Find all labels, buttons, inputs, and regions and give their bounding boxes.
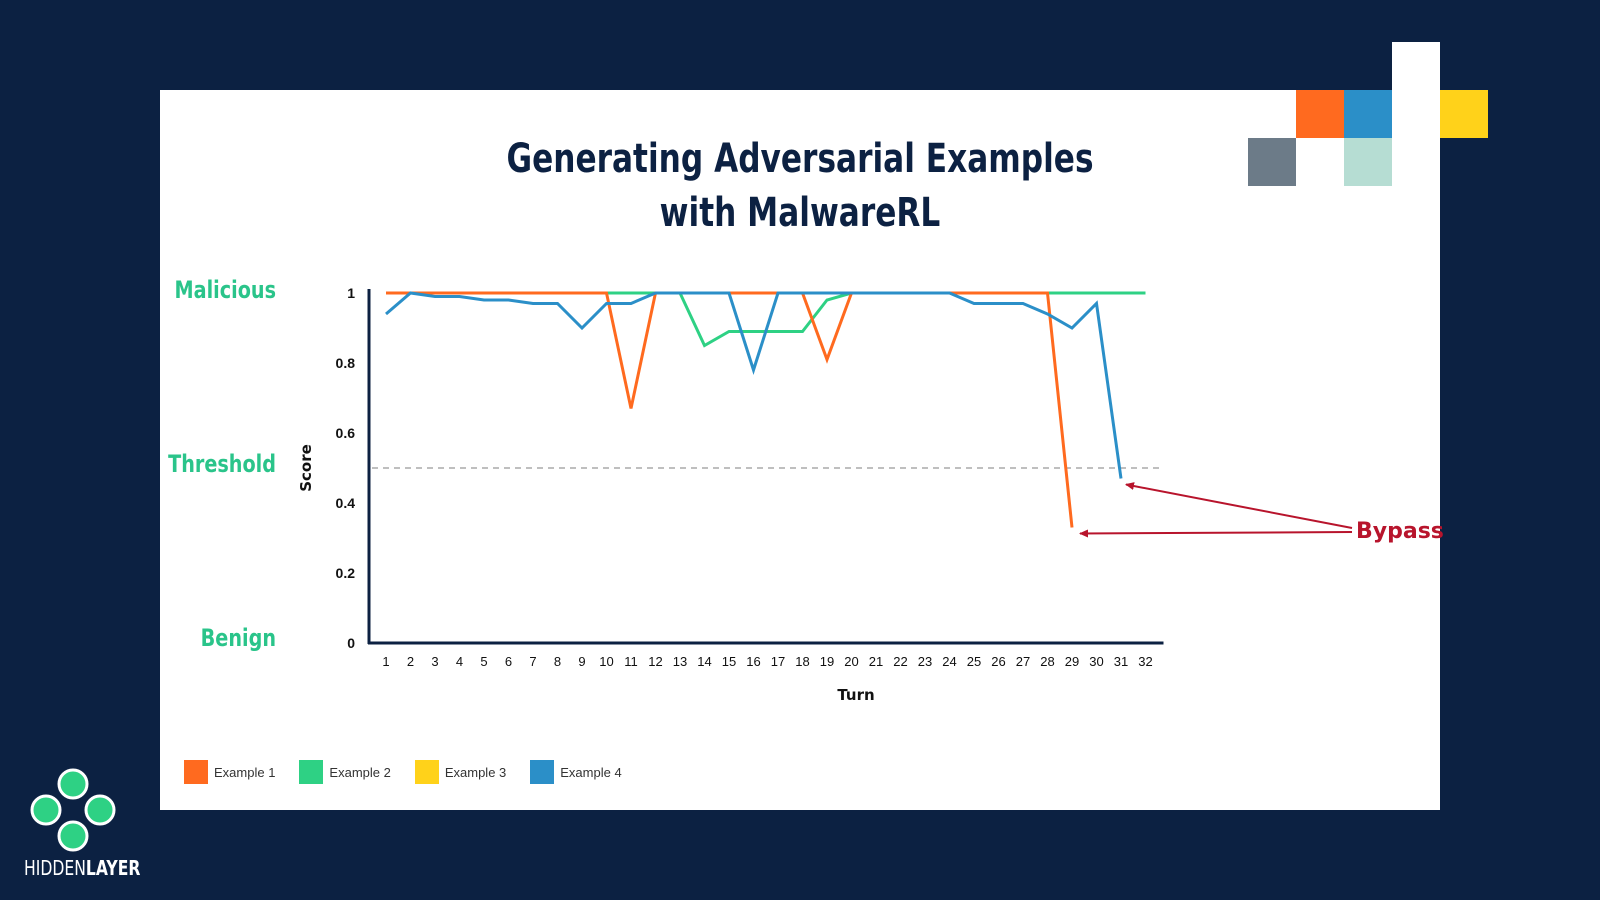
brand-logo-text: HIDDENLAYER [24,856,140,880]
chart-title: Generating Adversarial Examples with Mal… [301,132,1299,240]
deco-block-orange [1296,90,1344,138]
side-label-malicious: Malicious [174,276,276,304]
x-tick-label: 28 [1040,654,1054,669]
bypass-annotation-label: Bypass [1356,519,1444,544]
deco-block-blue [1344,90,1392,138]
legend-swatch-example-2 [299,760,324,784]
x-tick-label: 31 [1114,654,1128,669]
x-tick-label: 27 [1016,654,1030,669]
legend-item-example-1: Example 1 [184,760,275,784]
x-tick-label: 2 [407,654,414,669]
deco-block-gray [1248,138,1296,186]
bypass-arrow-example-4 [1125,482,1353,529]
x-tick-label: 19 [820,654,834,669]
legend-label-example-4: Example 4 [560,764,622,780]
x-tick-label: 4 [456,654,463,669]
legend-swatch-example-1 [184,760,208,784]
x-tick-label: 3 [431,654,438,669]
side-label-threshold: Threshold [168,450,276,478]
x-tick-label: 26 [991,654,1005,669]
y-tick-label: 0.2 [336,565,356,581]
x-tick-label: 12 [648,654,662,669]
x-tick-label: 30 [1089,654,1103,669]
x-tick-label: 6 [505,654,512,669]
x-tick-label: 23 [918,654,932,669]
y-tick-label: 0.4 [336,495,356,511]
bypass-arrow-example-1 [1079,529,1353,538]
brand-logo-text-light: HIDDEN [24,856,86,880]
legend-item-example-3: Example 3 [414,760,507,784]
x-tick-label: 1 [382,654,389,669]
y-tick-label: 1 [347,285,355,301]
deco-block-mint [1344,138,1392,186]
y-tick-label: 0.8 [336,355,356,371]
y-tick-label: 0 [347,635,355,651]
x-tick-label: 22 [893,654,907,669]
side-label-benign: Benign [200,624,276,652]
x-axis-title: Turn [837,686,874,704]
series-line-example-4 [385,291,1123,479]
x-tick-label: 21 [869,654,883,669]
series-line-example-1 [386,291,1074,528]
chart-title-line-2: with MalwareRL [659,190,941,236]
x-tick-label: 15 [722,654,736,669]
legend-swatch-example-4 [530,760,555,784]
x-tick-label: 20 [844,654,858,669]
y-axis-title: Score [297,444,315,492]
x-tick-label: 5 [480,654,487,669]
deco-block-white [1392,42,1440,182]
x-tick-label: 16 [746,654,760,669]
x-tick-label: 13 [673,654,687,669]
legend: Example 1 Example 2 Example 3 Example 4 [184,760,622,784]
x-tick-label: 10 [599,654,613,669]
x-tick-label: 25 [967,654,981,669]
x-tick-label: 29 [1065,654,1079,669]
brand-logo-text-bold: LAYER [85,856,141,880]
y-tick-label: 0.6 [336,425,356,441]
x-tick-label: 24 [942,654,956,669]
legend-label-example-2: Example 2 [329,764,391,780]
x-tick-label: 32 [1138,654,1152,669]
deco-block-yellow [1440,90,1488,138]
x-tick-label: 18 [795,654,809,669]
x-tick-label: 9 [578,654,585,669]
x-tick-label: 7 [529,654,536,669]
x-tick-label: 14 [697,654,711,669]
chart-card [160,90,1440,810]
legend-label-example-1: Example 1 [214,764,276,780]
legend-item-example-2: Example 2 [299,760,391,784]
legend-swatch-example-3 [414,760,439,784]
chart-title-line-1: Generating Adversarial Examples [506,136,1094,182]
legend-item-example-4: Example 4 [530,760,622,784]
x-tick-label: 11 [624,654,638,669]
x-tick-label: 17 [771,654,785,669]
x-tick-label: 8 [554,654,561,669]
four-circles-logo-icon [30,768,116,852]
legend-label-example-3: Example 3 [444,764,507,780]
